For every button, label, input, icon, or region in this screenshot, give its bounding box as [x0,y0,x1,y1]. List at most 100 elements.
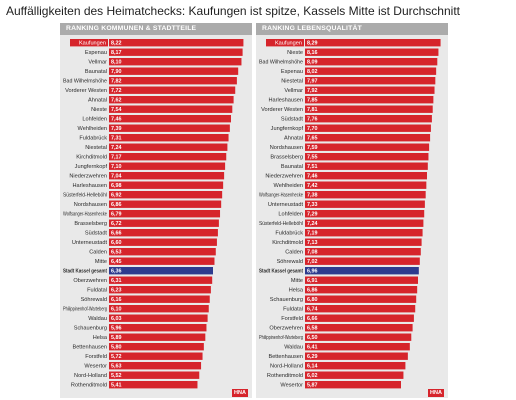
bar-row: Calden 6,53 [89,248,216,256]
category-label: Nord-Holland [74,373,107,379]
category-label: Wesertor [84,364,107,370]
bar-row: Kirchditmold 7,13 [272,238,422,246]
bar-row: Niederzwehren 7,46 [265,172,427,180]
bar-row: Mitte 6,45 [95,257,215,265]
category-label: Philippinenhof-Warteberg [63,307,107,313]
category-label: Fuldatal [87,288,107,294]
bar [109,343,204,351]
value-label: 7,92 [307,88,318,94]
value-label: 7,76 [307,117,318,123]
category-label: Niederzwehren [69,174,107,180]
value-label: 8,10 [111,60,122,66]
value-label: 7,54 [111,107,122,113]
value-label: 7,85 [307,98,318,104]
bar [109,200,222,208]
bar [305,371,404,379]
value-label: 5,80 [111,345,122,351]
bar [305,229,423,237]
value-label: 5,41 [111,383,122,389]
category-label: Söhrewald [277,259,303,265]
category-label: Unterneustadt [268,202,304,208]
bar [305,143,430,151]
bar [109,352,203,360]
value-label: 7,31 [111,136,122,142]
category-label: Fuldabrück [79,136,107,142]
bar-row: Schauenburg 6,80 [270,295,417,303]
bar-row: Niestetal 7,24 [85,143,228,151]
bar-row: Jungfernkopf 7,70 [271,124,431,132]
value-label: 6,10 [111,307,122,313]
value-label: 7,33 [307,202,318,208]
bar [109,105,233,113]
bar [109,229,218,237]
bar-row: Söhrewald 7,02 [277,257,420,265]
bar [305,181,427,189]
category-label: Harleshausen [268,98,303,104]
category-label: Wesertor [280,383,303,389]
category-label: Nord-Holland [270,364,303,370]
value-label: 5,89 [111,335,122,341]
value-label: 7,72 [111,88,122,94]
category-label: Harleshausen [72,183,107,189]
category-label: Kaufungen [275,41,302,47]
value-label: 6,36 [111,269,122,275]
value-label: 6,74 [307,307,318,313]
bar [109,48,243,56]
category-label: Bettenhausen [72,345,107,351]
bar-row: Lohfelden 7,29 [278,210,425,218]
category-label: Oberzwehren [269,326,303,332]
category-label: Fuldatal [283,307,303,313]
value-label: 6,60 [111,240,122,246]
bar-row: Kaufungen 8,22 [70,39,244,47]
bar-row: Helsa 5,89 [93,333,206,341]
value-label: 6,92 [111,193,122,199]
bar-row: Unterneustadt 7,33 [268,200,425,208]
value-label: 7,39 [111,126,122,132]
bar-row: Südstadt 7,76 [281,115,432,123]
category-label: Forstfeld [85,354,107,360]
category-label: Rothenditmold [267,373,303,379]
bar [305,248,421,256]
category-label: Stadt Kassel gesamt [63,269,107,275]
category-label: Ahnatal [88,98,107,104]
bar-row: Wesertor 5,63 [84,362,202,370]
value-label: 7,02 [307,259,318,265]
bar-row: Niestetal 7,97 [281,77,436,85]
bar [305,48,439,56]
category-label: Waldau [284,345,303,351]
bar-row: Fuldabrück 7,19 [275,229,423,237]
value-label: 7,46 [111,117,122,123]
value-label: 6,66 [307,316,318,322]
bar [109,362,202,370]
category-label: Philippinenhof-Warteberg [259,335,303,341]
bar-row: Ahnatal 7,65 [284,134,431,142]
bar-row: Nord-Holland 6,14 [270,362,406,370]
bar [305,333,412,341]
ranking-lebensqualitaet-chart: Kaufungen 8,29 Nieste 8,16 Bad Wilhelmshöhe 8… [259,39,441,389]
bar [305,134,431,142]
bar [305,162,428,170]
value-label: 7,46 [307,174,318,180]
category-label: Brasselsberg [270,155,303,161]
value-label: 6,02 [307,373,318,379]
bar [305,343,410,351]
bar [305,276,418,284]
value-label: 5,96 [111,326,122,332]
category-label: Kaufungen [79,41,106,47]
bar-row: Fuldatal 6,23 [87,286,211,294]
bar-row: Jungfernkopf 7,10 [75,162,226,170]
category-label: Fuldabrück [275,231,303,237]
value-label: 6,50 [307,335,318,341]
bar-row: Espenau 8,17 [85,48,243,56]
category-label: Ahnatal [284,136,303,142]
category-label: Espenau [281,69,303,75]
category-label: Süsterfeld-Helleböhl [63,193,107,199]
bar [305,105,433,113]
bar [109,238,217,246]
bar-row: Baunatal 7,90 [85,67,239,75]
category-label: Lohfelden [278,212,303,218]
category-label: Jungfernkopf [75,164,108,170]
bar-row: Vorderer Westen 7,72 [65,86,236,94]
bar-row: Unterneustadt 6,60 [72,238,217,246]
value-label: 7,38 [307,193,318,199]
